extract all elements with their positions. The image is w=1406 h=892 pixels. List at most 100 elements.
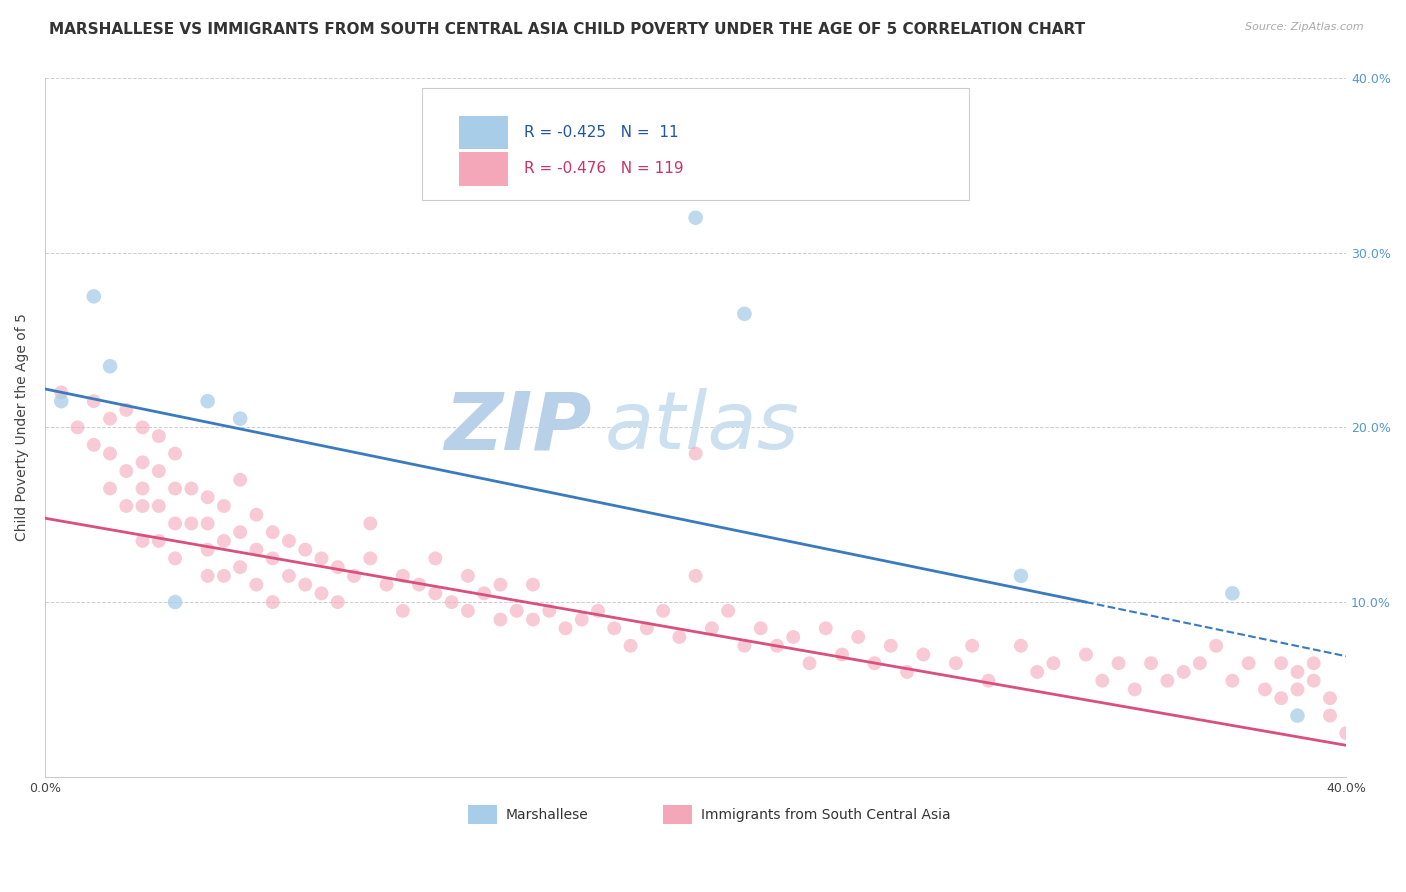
Point [1010,569,1032,583]
Point [489,613,512,627]
Point [148,464,170,478]
Point [425,586,447,600]
Point [245,542,267,557]
Point [229,411,252,425]
Point [98,482,121,496]
FancyBboxPatch shape [422,88,969,201]
Point [863,657,886,671]
FancyBboxPatch shape [458,152,508,186]
Point [115,499,138,513]
Point [229,560,252,574]
Point [554,621,576,635]
Text: Marshallese: Marshallese [506,807,588,822]
Point [636,621,658,635]
Point [1091,673,1114,688]
Point [977,673,1000,688]
Point [685,569,707,583]
Point [278,569,301,583]
Point [538,604,561,618]
Point [522,613,544,627]
Point [131,482,153,496]
Point [1010,639,1032,653]
Point [326,595,349,609]
Point [165,551,187,566]
Point [131,533,153,548]
Point [245,508,267,522]
Point [1237,657,1260,671]
Point [408,577,430,591]
Point [148,533,170,548]
Point [733,307,755,321]
Point [799,657,821,671]
Point [359,551,381,566]
Point [1302,657,1324,671]
Point [212,569,235,583]
Point [652,604,675,618]
Point [229,473,252,487]
Point [98,359,121,374]
Point [375,577,398,591]
Point [131,455,153,469]
Point [1108,657,1130,671]
FancyBboxPatch shape [468,805,496,824]
Point [472,586,495,600]
Point [831,648,853,662]
Point [392,604,415,618]
Point [212,499,235,513]
Point [212,533,235,548]
Point [814,621,837,635]
Point [1286,682,1309,697]
Point [165,447,187,461]
Point [668,630,690,644]
Point [197,394,219,409]
Point [505,604,527,618]
Point [945,657,967,671]
Point [1302,673,1324,688]
Point [262,595,284,609]
Point [98,411,121,425]
Point [311,551,333,566]
Point [83,289,105,303]
Point [392,569,415,583]
Point [131,499,153,513]
Point [148,429,170,443]
Point [115,403,138,417]
Point [1270,691,1292,706]
Point [425,551,447,566]
Point [1173,665,1195,679]
Point [165,516,187,531]
Point [586,604,609,618]
Point [685,447,707,461]
Point [1123,682,1146,697]
Point [98,447,121,461]
Point [359,516,381,531]
Point [685,211,707,225]
FancyBboxPatch shape [458,116,508,149]
Point [229,525,252,540]
Point [197,490,219,504]
Point [245,577,267,591]
Point [278,533,301,548]
Point [83,438,105,452]
Point [51,385,73,400]
Point [294,577,316,591]
Point [1026,665,1049,679]
Point [766,639,789,653]
Point [1222,586,1244,600]
Point [262,551,284,566]
Point [571,613,593,627]
Point [457,569,479,583]
Point [51,394,73,409]
Point [180,516,202,531]
Point [148,499,170,513]
Text: atlas: atlas [605,388,799,467]
Point [1222,673,1244,688]
Point [733,639,755,653]
Point [1319,708,1341,723]
FancyBboxPatch shape [664,805,692,824]
Point [440,595,463,609]
Point [846,630,869,644]
Point [457,604,479,618]
Point [1270,657,1292,671]
Point [262,525,284,540]
